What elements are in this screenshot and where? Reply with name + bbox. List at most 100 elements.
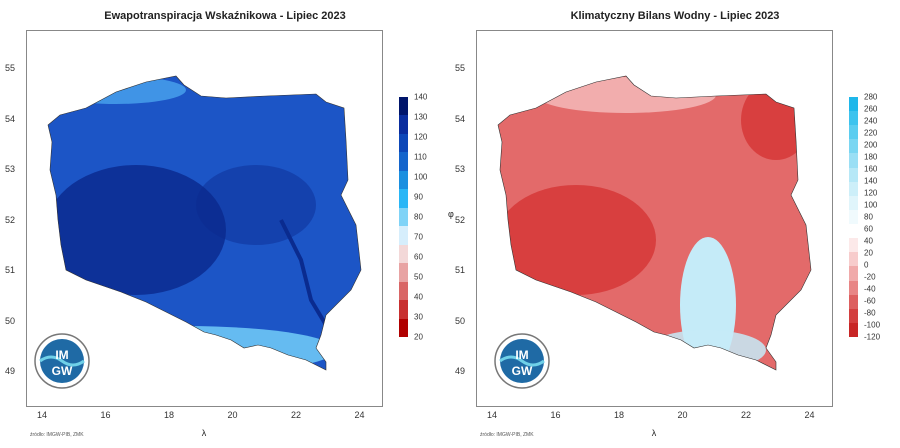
colorbar-segment xyxy=(849,97,858,112)
y-axis-label: φ xyxy=(448,209,454,219)
imgw-logo: IM GW xyxy=(494,333,550,389)
colorbar-tick-label: 0 xyxy=(864,260,869,270)
y-tick-label: 51 xyxy=(5,265,16,275)
deficit-region xyxy=(741,80,811,160)
x-tick-label: 22 xyxy=(740,410,752,420)
y-tick-label: 50 xyxy=(5,315,16,326)
colorbar-tick-label: 110 xyxy=(414,152,427,162)
colorbar-segment xyxy=(849,125,858,140)
water-balance-map xyxy=(497,75,812,371)
colorbar-segment xyxy=(849,294,858,310)
colorbar-tick-label: -20 xyxy=(864,272,876,282)
x-tick-label: 14 xyxy=(36,410,48,420)
colorbar-segment xyxy=(849,280,858,296)
y-tick-label: 52 xyxy=(455,214,466,225)
y-tick-label: 51 xyxy=(455,265,466,275)
y-tick-label: 52 xyxy=(5,214,16,225)
colorbar-tick-label: 50 xyxy=(414,272,423,282)
country-border xyxy=(497,75,812,371)
surplus-region xyxy=(680,237,736,370)
colorbar-segment xyxy=(849,139,858,154)
colorbar-tick-label: -100 xyxy=(864,320,881,330)
colorbar-tick-label: 280 xyxy=(864,92,878,102)
coastal-low-et xyxy=(48,76,186,104)
high-et-region xyxy=(196,165,316,245)
logo-text-top: IM xyxy=(515,348,528,362)
map-title: Klimatyczny Bilans Wodny - Lipiec 2023 xyxy=(570,10,780,22)
y-tick-label: 55 xyxy=(5,63,16,73)
y-tick-label: 49 xyxy=(5,366,16,376)
colorbar-tick-label: 140 xyxy=(864,176,878,186)
colorbar-segment xyxy=(399,97,408,116)
x-tick-label: 24 xyxy=(804,410,815,420)
climatic-water-balance-panel: Klimatyczny Bilans Wodny - Lipiec 2023 1… xyxy=(448,0,900,448)
colorbar-segment xyxy=(399,226,408,246)
colorbar-tick-label: -80 xyxy=(864,308,876,318)
colorbar-segment xyxy=(399,133,408,153)
x-tick-label: 16 xyxy=(100,410,111,420)
country-border xyxy=(47,75,362,371)
logo-text-top: IM xyxy=(55,348,68,362)
colorbar-tick-label: 40 xyxy=(864,236,873,246)
colorbar-tick-label: 100 xyxy=(414,172,428,182)
logo-text-bottom: GW xyxy=(512,364,533,378)
colorbar-tick-label: 20 xyxy=(414,332,423,342)
river-valley xyxy=(279,219,328,327)
imgw-logo: IM GW xyxy=(34,333,90,389)
x-tick-label: 18 xyxy=(163,410,175,420)
x-tick-label: 20 xyxy=(227,410,238,420)
x-tick-label: 20 xyxy=(677,410,688,420)
colorbar-tick-label: -120 xyxy=(864,332,881,342)
colorbar-segment xyxy=(399,152,408,172)
map-title: Ewapotranspiracja Wskaźnikowa - Lipiec 2… xyxy=(104,10,346,22)
surplus-region xyxy=(646,330,766,370)
y-tick-label: 54 xyxy=(455,113,466,124)
colorbar-segment xyxy=(849,153,858,169)
high-et-region xyxy=(48,165,226,295)
evapotranspiration-panel: Ewapotranspiracja Wskaźnikowa - Lipiec 2… xyxy=(5,10,428,438)
colorbar-segment xyxy=(399,300,408,320)
colorbar-segment xyxy=(399,189,408,209)
colorbar-segment xyxy=(849,224,858,239)
colorbar-tick-label: 180 xyxy=(864,152,878,162)
colorbar-tick-label: 120 xyxy=(414,132,428,142)
colorbar-tick-label: 60 xyxy=(414,252,423,262)
colorbar-segment xyxy=(849,252,858,267)
deficit-region xyxy=(498,185,656,295)
source-note: źródło: IMGW-PIB, ZMK xyxy=(480,432,534,438)
colorbar-segment xyxy=(399,281,408,301)
y-tick-label: 50 xyxy=(455,315,466,326)
colorbar-tick-label: 40 xyxy=(414,292,423,302)
colorbar-tick-label: -60 xyxy=(864,296,876,306)
colorbar-segment xyxy=(849,266,858,282)
x-tick-label: 18 xyxy=(613,410,625,420)
colorbar-segment xyxy=(849,111,858,126)
colorbar-segment xyxy=(849,167,858,183)
colorbar-tick-label: 80 xyxy=(864,212,873,222)
colorbar-tick-label: 130 xyxy=(414,112,428,122)
colorbar-tick-label: 70 xyxy=(414,232,423,242)
colorbar-tick-label: 80 xyxy=(414,212,423,222)
colorbar-segment xyxy=(849,322,858,338)
colorbar-tick-label: 20 xyxy=(864,248,873,258)
colorbar-tick-label: 260 xyxy=(864,104,878,114)
colorbar-tick-label: 240 xyxy=(864,116,878,126)
colorbar-segment xyxy=(399,263,408,283)
colorbar-tick-label: 120 xyxy=(864,188,878,198)
colorbar-segment xyxy=(399,207,408,227)
x-tick-label: 16 xyxy=(550,410,561,420)
colorbar-tick-label: 100 xyxy=(864,200,878,210)
colorbar-tick-label: 90 xyxy=(414,192,423,202)
colorbar-segment xyxy=(399,115,408,135)
colorbar-segment xyxy=(399,170,408,190)
colorbar-segment xyxy=(399,318,408,338)
colorbar-tick-label: 140 xyxy=(414,92,428,102)
y-tick-label: 54 xyxy=(5,113,16,124)
coastal-balance xyxy=(536,77,716,113)
x-axis-label: λ xyxy=(651,428,657,438)
colorbar-segment xyxy=(849,181,858,197)
y-tick-label: 53 xyxy=(455,164,466,174)
x-axis-label: λ xyxy=(201,428,207,438)
colorbar-segment xyxy=(849,209,858,225)
x-tick-label: 24 xyxy=(354,410,365,420)
